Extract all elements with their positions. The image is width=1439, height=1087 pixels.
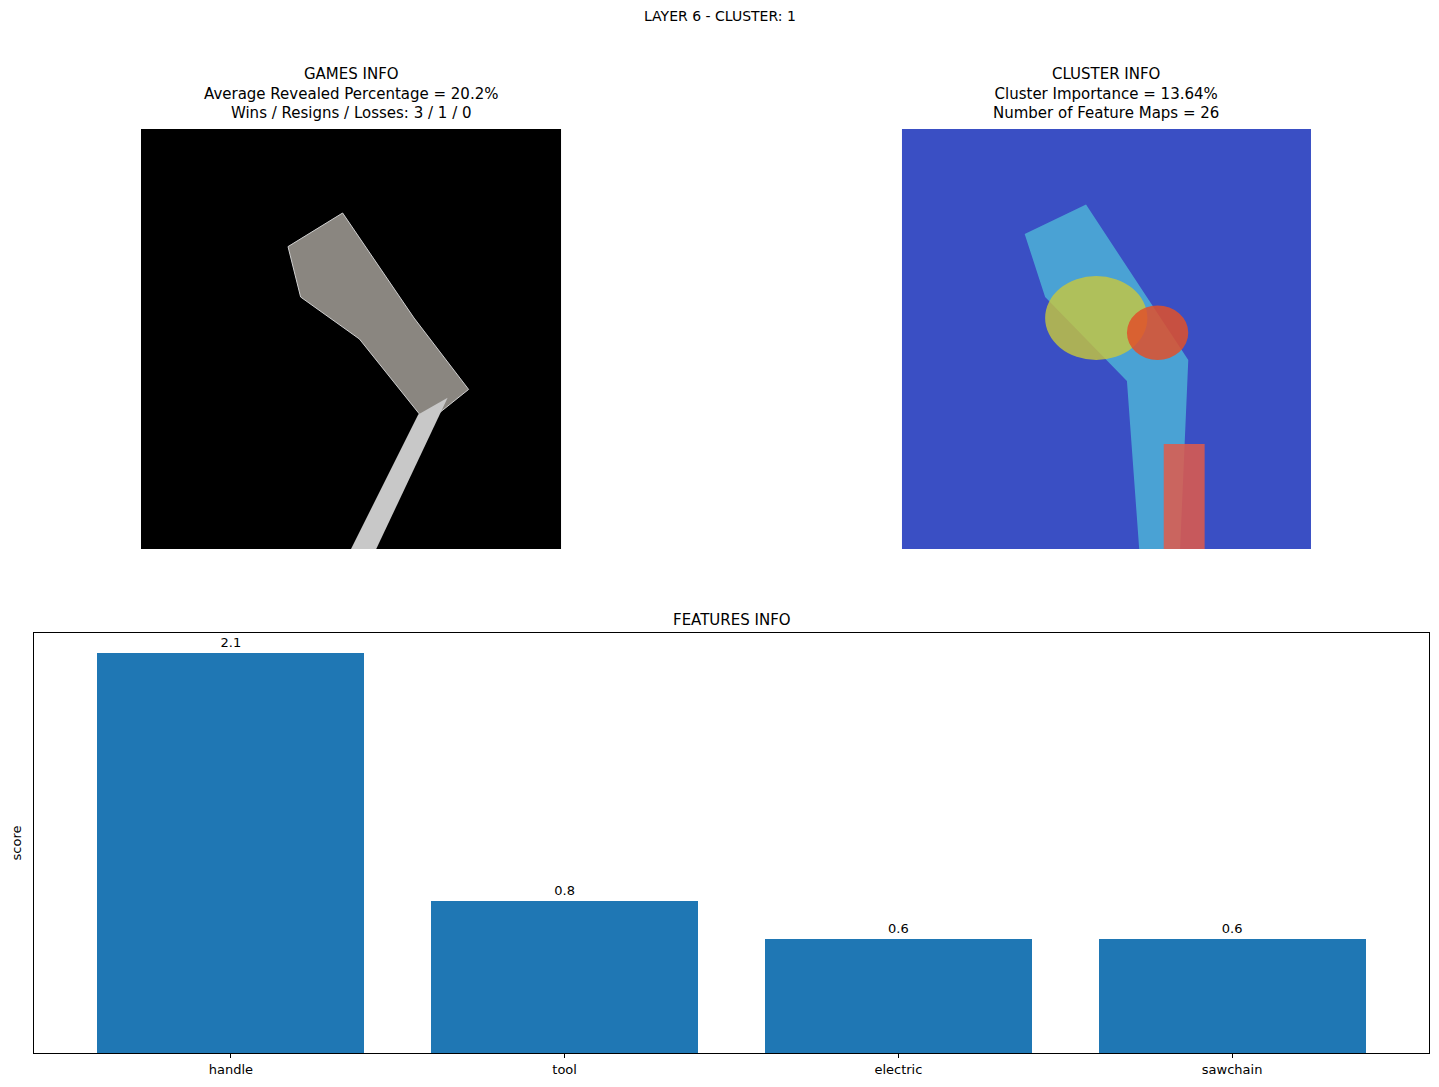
svg-text:0.8: 0.8 — [554, 883, 575, 898]
svg-text:CLUSTER INFOCluster Importance: CLUSTER INFOCluster Importance = 13.64%N… — [993, 65, 1219, 122]
svg-text:0.6: 0.6 — [888, 921, 909, 936]
svg-text:FEATURES INFO: FEATURES INFO — [673, 611, 791, 629]
svg-text:LAYER 6 - CLUSTER: 1: LAYER 6 - CLUSTER: 1 — [644, 8, 796, 24]
svg-text:0.6: 0.6 — [1222, 921, 1243, 936]
svg-text:score: score — [9, 826, 24, 861]
svg-text:2.1: 2.1 — [221, 635, 242, 650]
svg-text:handle: handle — [209, 1062, 253, 1077]
svg-text:electric: electric — [874, 1062, 922, 1077]
svg-text:tool: tool — [552, 1062, 577, 1077]
svg-text:GAMES INFOAverage Revealed Per: GAMES INFOAverage Revealed Percentage = … — [204, 65, 498, 122]
svg-text:sawchain: sawchain — [1202, 1062, 1263, 1077]
